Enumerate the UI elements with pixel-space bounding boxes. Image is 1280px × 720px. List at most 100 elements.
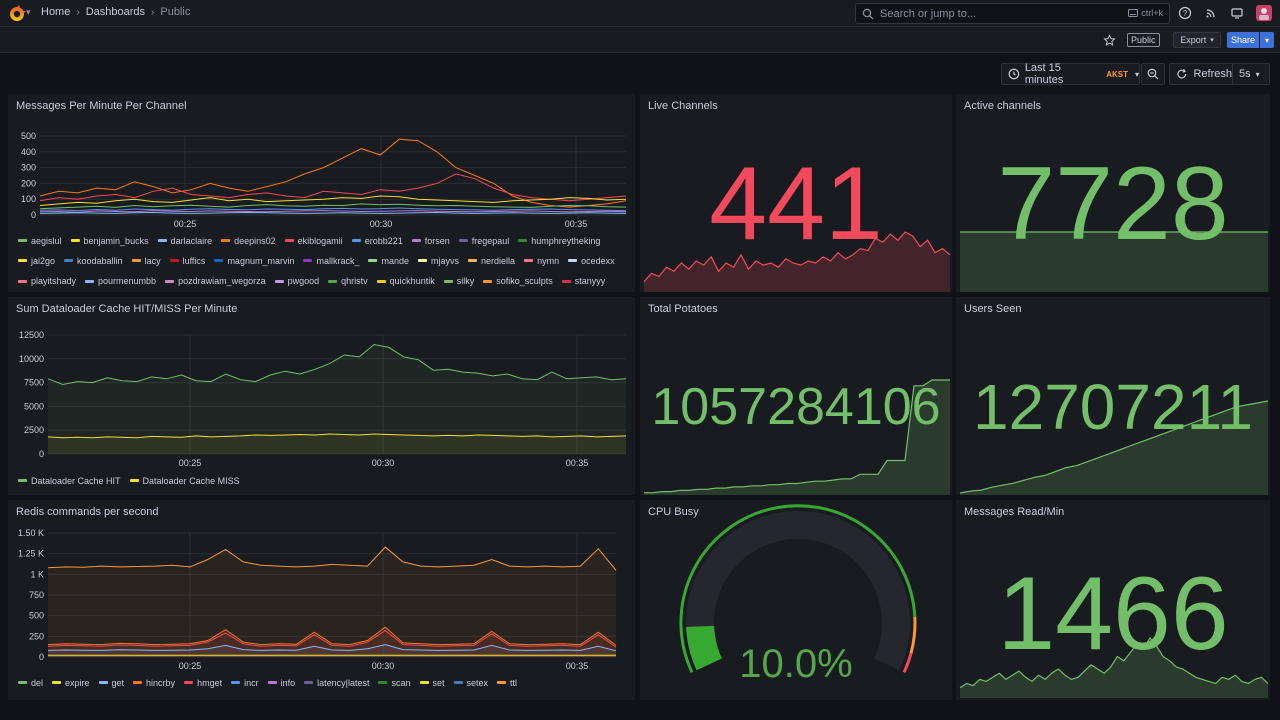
legend-label: benjamin_bucks (83, 235, 149, 246)
dock-menu-icon[interactable] (1230, 6, 1244, 20)
legend-item[interactable]: Dataloader Cache MISS (129, 474, 240, 487)
legend-item[interactable]: aegislul (18, 234, 62, 247)
panel-users-seen[interactable]: Users Seen 12707211 (956, 297, 1270, 495)
refresh-icon (1177, 68, 1187, 79)
legend-item[interactable]: humphreytheking (518, 234, 600, 247)
panel-dataloader-cache[interactable]: Sum Dataloader Cache HIT/MISS Per Minute… (8, 297, 635, 495)
legend-item[interactable]: Dataloader Cache HIT (18, 474, 121, 487)
share-button[interactable]: Share (1227, 32, 1259, 48)
legend-swatch (497, 681, 507, 684)
refresh-button[interactable]: Refresh (1169, 63, 1233, 85)
legend-label: luffics (182, 255, 206, 266)
y-tick-label: 300 (21, 163, 36, 173)
legend-swatch (184, 681, 194, 684)
legend-item[interactable]: sofiko_sculpts (483, 275, 553, 288)
breadcrumb-current: Public (160, 6, 191, 18)
legend-item[interactable]: forsen (411, 234, 450, 247)
legend-item[interactable]: stanyyy (561, 275, 605, 288)
legend-label: silky (456, 276, 475, 287)
legend-swatch (214, 259, 224, 263)
panel-title: Active channels (964, 100, 1042, 112)
legend-item[interactable]: scan (378, 676, 411, 689)
panel-live-channels[interactable]: Live Channels 441 (640, 94, 952, 292)
legend-item[interactable]: hmget (184, 676, 222, 689)
legend-item[interactable]: jai2go (18, 254, 55, 267)
legend-item[interactable]: fregepaul (458, 234, 510, 247)
legend-item[interactable]: deepins02 (221, 234, 276, 247)
breadcrumb-dashboards[interactable]: Dashboards (85, 6, 146, 18)
legend-item[interactable]: mallkrack_ (303, 254, 359, 267)
help-icon[interactable]: ? (1178, 6, 1192, 20)
star-icon[interactable] (1103, 34, 1116, 47)
legend-item[interactable]: erobb221 (351, 234, 403, 247)
y-tick-label: 1.25 K (18, 549, 44, 559)
legend-item[interactable]: incr (231, 676, 259, 689)
legend-item[interactable]: quickhuntik (376, 275, 435, 288)
search-input[interactable]: Search or jump to... ctrl+k (855, 3, 1170, 24)
grafana-logo-icon[interactable] (8, 5, 26, 23)
zoom-out-button[interactable] (1141, 63, 1165, 85)
legend-item[interactable]: qhristv (328, 275, 368, 288)
share-options-button[interactable]: ▾ (1260, 32, 1274, 48)
news-feed-icon[interactable] (1204, 6, 1218, 20)
svg-text:?: ? (1183, 9, 1188, 18)
legend-label: quickhuntik (389, 276, 435, 287)
panel-messages-per-minute[interactable]: Messages Per Minute Per Channel 500 400 30… (8, 94, 635, 292)
panel-redis-commands[interactable]: Redis commands per second 1.50 K 1.25 K 1 … (8, 500, 635, 700)
legend-item[interactable]: lacy (131, 254, 161, 267)
legend-item[interactable]: mjayvs (418, 254, 459, 267)
legend-item[interactable]: hincrby (133, 676, 175, 689)
legend-item[interactable]: expire (52, 676, 90, 689)
search-placeholder: Search or jump to... (880, 7, 976, 20)
legend-item[interactable]: del (18, 676, 43, 689)
legend-label: get (111, 677, 125, 688)
legend-item[interactable]: silky (443, 275, 475, 288)
panel-active-channels[interactable]: Active channels 7728 (956, 94, 1270, 292)
legend-item[interactable]: setex (453, 676, 488, 689)
legend-item[interactable]: playitshady (18, 275, 76, 288)
legend-item[interactable]: ocedexx (568, 254, 615, 267)
legend-item[interactable]: darlaclaire (157, 234, 212, 247)
series-line (47, 626, 617, 646)
export-button[interactable]: Export ▾ (1173, 32, 1221, 48)
legend-item[interactable]: pourmenumbb (85, 275, 156, 288)
dashboard-toolbar: Public Export ▾ Share ▾ (0, 27, 1280, 53)
panel-cpu-busy[interactable]: CPU Busy 10.0% (640, 500, 952, 700)
y-tick-label: 0 (31, 210, 36, 220)
legend-swatch (458, 239, 468, 242)
panel-title: CPU Busy (648, 506, 699, 518)
user-avatar[interactable] (1256, 5, 1272, 21)
y-tick-label: 10000 (19, 354, 44, 364)
panel-total-potatoes[interactable]: Total Potatoes 1057284106 (640, 297, 952, 495)
legend-item[interactable]: info (267, 676, 295, 689)
legend-item[interactable]: luffics (169, 254, 206, 267)
live-channels-sparkline (643, 231, 951, 292)
panel-messages-read[interactable]: Messages Read/Min 1466 (956, 500, 1270, 700)
legend-item[interactable]: get (98, 676, 125, 689)
legend-item[interactable]: magnum_marvin (214, 254, 294, 267)
legend-item[interactable]: benjamin_bucks (70, 234, 149, 247)
legend-item[interactable]: nymn (524, 254, 559, 267)
y-tick-label: 500 (29, 611, 44, 621)
refresh-interval-picker[interactable]: 5s ▾ (1233, 63, 1270, 85)
breadcrumb-home[interactable]: Home (41, 6, 71, 18)
legend-item[interactable]: mande (368, 254, 409, 267)
legend-item[interactable]: ttl (497, 676, 517, 689)
legend-label: magnum_marvin (227, 255, 295, 266)
legend-item[interactable]: koodaballin (64, 254, 123, 267)
chevron-down-icon: ▾ (1210, 37, 1214, 44)
legend-item[interactable]: pwgood (274, 275, 319, 288)
legend-swatch (85, 279, 95, 283)
sparkline-area (644, 232, 950, 292)
legend-item[interactable]: pozdrawiam_wegorza (165, 275, 266, 288)
legend-item[interactable]: ekiblogamii (284, 234, 343, 247)
time-range-picker[interactable]: Last 15 minutes AKST ▾ (1001, 62, 1140, 86)
legend-item[interactable]: set (419, 676, 445, 689)
menu-chevron-icon[interactable]: ▾ (26, 7, 31, 17)
legend-label: fregepaul (471, 235, 510, 246)
legend-item[interactable]: latency|latest (304, 676, 369, 689)
series-area (48, 434, 626, 454)
legend-item[interactable]: nerdiella (468, 254, 515, 267)
series-line (39, 138, 627, 208)
search-shortcut-label: ctrl+k (1141, 8, 1163, 18)
